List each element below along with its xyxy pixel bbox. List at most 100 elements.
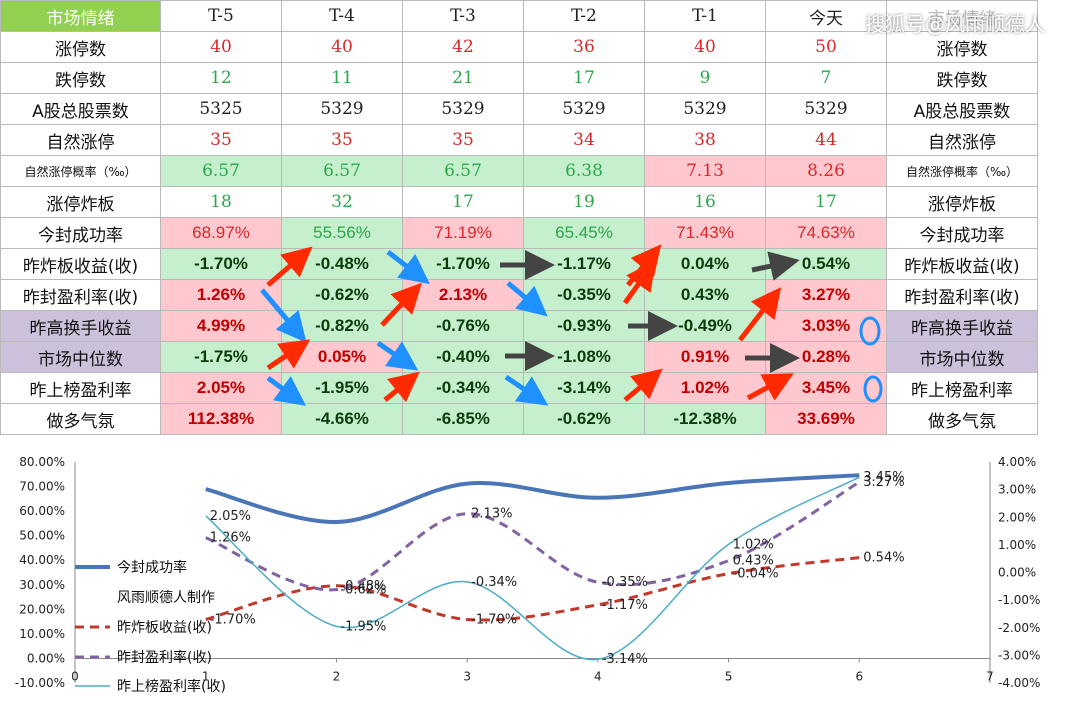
table-cell: 5329	[402, 93, 524, 125]
data-label: 1.26%	[210, 531, 251, 546]
data-label: 2.13%	[471, 507, 512, 522]
series-line	[205, 556, 860, 622]
table-cell: -12.38%	[644, 403, 766, 435]
table-cell: 6.57	[281, 155, 403, 187]
x-tick-label: 3	[463, 669, 471, 683]
legend-label: 昨炸板收益(收)	[117, 620, 212, 636]
y-left-tick-label: 20.00%	[19, 602, 65, 616]
x-tick-label: 5	[725, 669, 733, 683]
y-left-tick-label: 50.00%	[19, 529, 65, 543]
table-cell: 19	[523, 186, 645, 218]
line-chart: -10.00%0.00%10.00%20.00%30.00%40.00%50.0…	[15, 455, 1041, 695]
legend-label: 昨上榜盈利率(收)	[117, 678, 226, 695]
table-cell: 21	[402, 62, 524, 94]
data-label: -0.35%	[602, 575, 648, 590]
table-cell: -0.76%	[402, 310, 524, 342]
legend-label: 今封成功率	[117, 559, 187, 576]
table-cell: 65.45%	[523, 217, 645, 249]
row-label: 昨炸板收益(收)	[0, 248, 161, 280]
table-cell: -4.66%	[281, 403, 403, 435]
table-cell: 55.56%	[281, 217, 403, 249]
table-cell: 38	[644, 124, 766, 156]
arrow-down-blue-icon	[504, 374, 549, 406]
table-row: A股总股票数 5325 5329 5329 5329 5329 5329 A股总股票数	[0, 93, 1038, 125]
table-cell: 6.38	[523, 155, 645, 187]
arrow-down-blue-icon	[260, 288, 307, 343]
table-row: 跌停数 12 11 21 17 9 7 跌停数	[0, 62, 1038, 94]
arrow-up-red-icon	[623, 368, 663, 402]
arrow-down-blue-icon	[266, 375, 307, 406]
table-cell: -0.34%	[402, 372, 524, 404]
column-header: T-5	[160, 0, 282, 32]
x-tick-label: 6	[855, 669, 863, 683]
table-cell: 71.43%	[644, 217, 766, 249]
column-header: T-1	[644, 0, 766, 32]
arrow-up-red-icon	[266, 339, 311, 371]
table-cell: 42	[402, 31, 524, 63]
circle-marker-icon	[859, 316, 881, 346]
row-label: 涨停数	[0, 31, 161, 63]
table-cell: 5329	[644, 93, 766, 125]
y-right-tick-label: -2.00%	[998, 621, 1040, 635]
y-left-tick-label: 80.00%	[19, 455, 65, 469]
table-cell: 9	[644, 62, 766, 94]
row-label-right: 今封成功率	[886, 217, 1038, 249]
y-left-tick-label: 60.00%	[19, 504, 65, 518]
arrow-down-blue-icon	[376, 340, 419, 371]
annotation-arrows	[260, 244, 883, 406]
y-left-tick-label: 30.00%	[19, 578, 65, 592]
row-label: 昨高换手收益	[0, 310, 161, 342]
table-cell: 5329	[281, 93, 403, 125]
row-label: 昨上榜盈利率	[0, 372, 161, 404]
y-right-tick-label: -1.00%	[998, 593, 1040, 607]
arrow-down-blue-icon	[506, 281, 548, 317]
table-row: 昨封盈利率(收) 1.26% -0.62% 2.13% -0.35% 0.43% 3.27%…	[0, 279, 1038, 311]
table-cell: 0.43%	[644, 279, 766, 311]
row-label: 今封成功率	[0, 217, 161, 249]
series-line	[205, 480, 861, 592]
table-cell: -0.62%	[523, 403, 645, 435]
circle-marker-icon	[863, 375, 883, 403]
y-right-tick-label: -4.00%	[998, 676, 1040, 690]
table-cell: 0.04%	[644, 248, 766, 280]
data-label: -1.70%	[210, 612, 256, 627]
x-tick-label: 7	[986, 669, 994, 683]
table-cell: 44	[765, 124, 887, 156]
table-cell: 33.69%	[765, 403, 887, 435]
table-cell: 3.03%	[765, 310, 887, 342]
row-label: 跌停数	[0, 62, 161, 94]
series-line	[205, 476, 860, 661]
legend-label: 风雨顺德人制作	[117, 590, 215, 606]
data-label: -0.34%	[471, 575, 517, 590]
arrow-up-red-icon	[383, 371, 420, 403]
table-cell: 50	[765, 31, 887, 63]
y-left-tick-label: 70.00%	[19, 480, 65, 494]
data-label: -0.04%	[733, 567, 779, 582]
data-label: -0.48%	[340, 579, 386, 594]
table-cell: 2.05%	[160, 372, 282, 404]
row-label-right: 昨炸板收益(收)	[886, 248, 1038, 280]
data-label: 3.45%	[863, 470, 904, 485]
data-label: 2.05%	[210, 509, 251, 524]
table-cell: -6.85%	[402, 403, 524, 435]
row-label-right: 做多气氛	[886, 403, 1038, 435]
table-cell: 8.26	[765, 155, 887, 187]
x-tick-label: 4	[594, 669, 602, 683]
row-label-right: A股总股票数	[886, 93, 1038, 125]
table-cell: 35	[281, 124, 403, 156]
arrow-up-red-icon	[266, 246, 313, 287]
arrow-up-red-icon	[622, 259, 656, 305]
row-label: A股总股票数	[0, 93, 161, 125]
table-cell: 40	[160, 31, 282, 63]
data-label: 0.54%	[863, 551, 904, 566]
sentiment-table: 市场情绪 T-5 T-4 T-3 T-2 T-1 今天 市场情绪 涨停数 40 40 42 36 40 50…	[0, 0, 1038, 435]
table-cell: 2.13%	[402, 279, 524, 311]
y-left-tick-label: 0.00%	[27, 651, 65, 665]
watermark-text: 搜狐号@风雨顺德人	[865, 12, 1045, 36]
table-cell: 40	[644, 31, 766, 63]
table-cell: 5329	[523, 93, 645, 125]
row-label-right: 昨上榜盈利率	[886, 372, 1038, 404]
data-label: -0.62%	[340, 583, 386, 598]
column-header: 今天	[765, 0, 887, 32]
row-label-right: 自然涨停	[886, 124, 1038, 156]
